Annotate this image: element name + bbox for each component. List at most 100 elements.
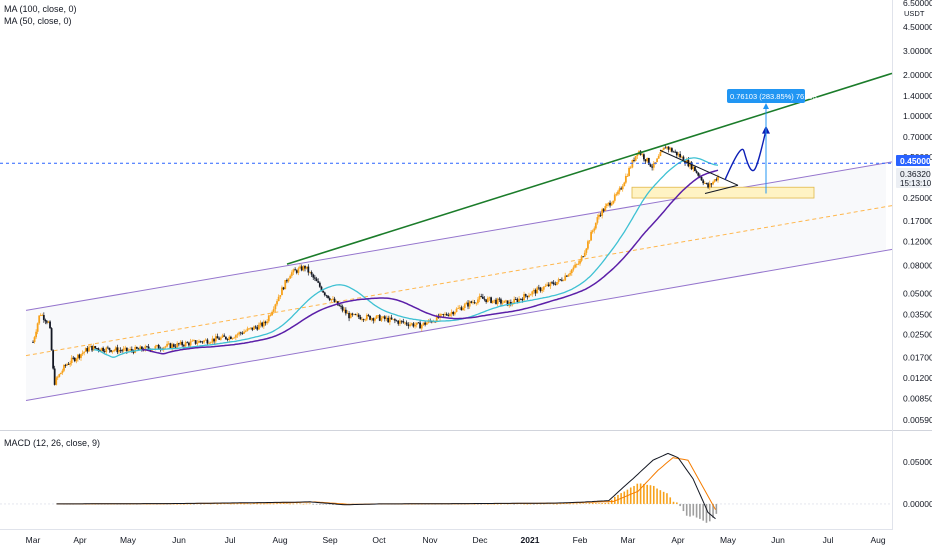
candle-body[interactable] xyxy=(387,317,390,323)
candle-body[interactable] xyxy=(285,280,288,282)
candle-body[interactable] xyxy=(78,354,81,358)
candle-body[interactable] xyxy=(472,302,474,303)
candle-body[interactable] xyxy=(162,347,165,350)
candle-body[interactable] xyxy=(383,316,386,320)
candle-body[interactable] xyxy=(542,286,545,290)
candle-body[interactable] xyxy=(491,300,494,303)
candle-body[interactable] xyxy=(703,182,706,184)
candle-body[interactable] xyxy=(328,298,331,301)
candle-body[interactable] xyxy=(209,342,212,344)
candle-body[interactable] xyxy=(539,287,542,292)
candle-body[interactable] xyxy=(717,176,719,181)
candle-body[interactable] xyxy=(141,346,143,350)
candle-body[interactable] xyxy=(94,346,97,349)
candle-body[interactable] xyxy=(41,315,44,316)
candle-body[interactable] xyxy=(361,319,363,320)
candle-body[interactable] xyxy=(281,287,283,296)
candle-body[interactable] xyxy=(246,328,249,331)
candle-body[interactable] xyxy=(66,364,68,366)
candle-body[interactable] xyxy=(546,284,548,286)
candle-body[interactable] xyxy=(707,183,710,188)
candle-body[interactable] xyxy=(496,298,499,304)
candle-body[interactable] xyxy=(121,350,124,352)
candle-body[interactable] xyxy=(577,263,580,265)
candle-body[interactable] xyxy=(297,268,300,273)
candle-body[interactable] xyxy=(618,188,621,192)
candle-body[interactable] xyxy=(218,338,221,340)
candle-body[interactable] xyxy=(47,321,50,323)
candle-body[interactable] xyxy=(137,348,140,350)
candle-body[interactable] xyxy=(56,376,59,378)
candle-body[interactable] xyxy=(623,182,626,187)
candle-body[interactable] xyxy=(445,313,448,316)
candle-body[interactable] xyxy=(478,296,481,300)
candle-body[interactable] xyxy=(116,347,119,353)
candle-body[interactable] xyxy=(481,296,484,299)
support-zone[interactable] xyxy=(631,186,815,199)
candle-body[interactable] xyxy=(613,194,616,201)
candle-body[interactable] xyxy=(463,304,466,308)
candle-body[interactable] xyxy=(134,347,137,353)
candle-body[interactable] xyxy=(341,306,344,311)
candle-body[interactable] xyxy=(89,345,92,348)
candle-body[interactable] xyxy=(320,286,323,291)
candle-body[interactable] xyxy=(64,365,67,366)
candle-body[interactable] xyxy=(518,298,520,303)
candle-body[interactable] xyxy=(221,335,224,338)
candle-body[interactable] xyxy=(199,341,202,342)
candle-body[interactable] xyxy=(528,295,530,298)
candle-body[interactable] xyxy=(397,320,400,324)
candle-body[interactable] xyxy=(682,156,685,162)
candle-body[interactable] xyxy=(674,151,677,153)
candle-body[interactable] xyxy=(191,340,194,342)
candle-body[interactable] xyxy=(231,338,234,340)
macd-signal-line[interactable] xyxy=(56,457,716,510)
candle-body[interactable] xyxy=(340,305,342,307)
candle-body[interactable] xyxy=(570,269,573,274)
candle-body[interactable] xyxy=(695,171,698,173)
candle-body[interactable] xyxy=(201,341,204,343)
candle-body[interactable] xyxy=(541,289,544,292)
candle-body[interactable] xyxy=(486,298,489,303)
triangle-lower-line[interactable] xyxy=(704,184,739,194)
candle-body[interactable] xyxy=(356,314,359,316)
candle-body[interactable] xyxy=(659,152,662,157)
candle-body[interactable] xyxy=(575,264,578,265)
candle-body[interactable] xyxy=(184,342,187,347)
candle-body[interactable] xyxy=(710,183,713,185)
candle-body[interactable] xyxy=(569,273,572,275)
candle-body[interactable] xyxy=(505,300,507,302)
candle-body[interactable] xyxy=(189,341,192,346)
candle-body[interactable] xyxy=(689,162,691,167)
channel-upper-line[interactable] xyxy=(25,161,893,311)
candle-body[interactable] xyxy=(299,266,301,269)
candle-body[interactable] xyxy=(243,331,245,334)
candle-body[interactable] xyxy=(49,321,51,329)
candle-body[interactable] xyxy=(325,295,328,296)
candle-body[interactable] xyxy=(219,337,222,340)
ma50-line[interactable] xyxy=(93,157,719,358)
candle-body[interactable] xyxy=(196,342,199,344)
candle-body[interactable] xyxy=(521,298,524,301)
candle-body[interactable] xyxy=(377,315,380,317)
candle-body[interactable] xyxy=(35,331,37,338)
candle-body[interactable] xyxy=(351,313,354,315)
candle-body[interactable] xyxy=(420,325,423,329)
candle-body[interactable] xyxy=(287,278,290,282)
candle-body[interactable] xyxy=(88,347,90,352)
candle-body[interactable] xyxy=(462,307,465,311)
candle-body[interactable] xyxy=(204,339,207,341)
target-annotation[interactable]: 0.76103 (283.85%) 76103 xyxy=(727,89,817,103)
candle-body[interactable] xyxy=(447,315,450,316)
candle-body[interactable] xyxy=(110,350,112,352)
candle-body[interactable] xyxy=(567,274,570,277)
candle-body[interactable] xyxy=(198,341,200,343)
candle-body[interactable] xyxy=(537,287,540,289)
candle-body[interactable] xyxy=(574,264,576,268)
candle-body[interactable] xyxy=(536,287,539,294)
projection-path[interactable] xyxy=(724,130,767,181)
candle-body[interactable] xyxy=(621,186,624,190)
candle-body[interactable] xyxy=(274,304,277,310)
candle-body[interactable] xyxy=(477,299,479,304)
candle-body[interactable] xyxy=(75,358,78,362)
